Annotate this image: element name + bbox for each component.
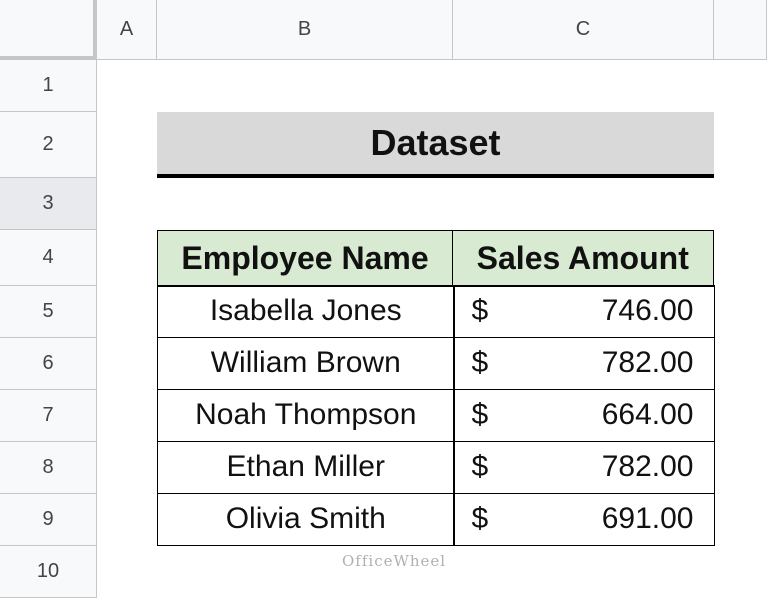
- row-header[interactable]: 10: [0, 546, 97, 598]
- row-header[interactable]: 9: [0, 494, 97, 546]
- row-header[interactable]: 5: [0, 286, 97, 338]
- row-header[interactable]: 3: [0, 178, 97, 230]
- row-header[interactable]: 2: [0, 112, 97, 178]
- name-cell: Isabella Jones: [157, 284, 455, 338]
- amount: 664.00: [601, 398, 694, 432]
- table-header: Employee Name: [157, 230, 453, 287]
- table-header: Sales Amount: [451, 230, 714, 287]
- currency-symbol: $: [471, 450, 489, 484]
- watermark: OfficeWheel: [342, 552, 447, 570]
- title: Dataset: [157, 112, 714, 178]
- name-cell: Noah Thompson: [157, 388, 455, 442]
- currency-symbol: $: [471, 502, 489, 536]
- currency-symbol: $: [471, 346, 489, 380]
- name-cell: Olivia Smith: [157, 492, 455, 546]
- amount: 746.00: [601, 294, 694, 328]
- amount-cell: $746.00: [452, 284, 715, 338]
- name-cell: William Brown: [157, 336, 455, 390]
- column-header[interactable]: C: [453, 0, 714, 60]
- currency-symbol: $: [471, 398, 489, 432]
- column-header[interactable]: B: [157, 0, 453, 60]
- amount-cell: $782.00: [452, 336, 715, 390]
- amount-cell: $782.00: [452, 440, 715, 494]
- corner: [0, 0, 97, 60]
- amount: 782.00: [601, 346, 694, 380]
- name-cell: Ethan Miller: [157, 440, 455, 494]
- amount-cell: $691.00: [452, 492, 715, 546]
- row-header[interactable]: 6: [0, 338, 97, 390]
- amount: 691.00: [601, 502, 694, 536]
- row-header[interactable]: 1: [0, 60, 97, 112]
- row-header[interactable]: 4: [0, 230, 97, 286]
- row-header[interactable]: 7: [0, 390, 97, 442]
- column-header[interactable]: A: [97, 0, 157, 60]
- column-header: [714, 0, 767, 60]
- currency-symbol: $: [471, 294, 489, 328]
- amount-cell: $664.00: [452, 388, 715, 442]
- row-header[interactable]: 8: [0, 442, 97, 494]
- amount: 782.00: [601, 450, 694, 484]
